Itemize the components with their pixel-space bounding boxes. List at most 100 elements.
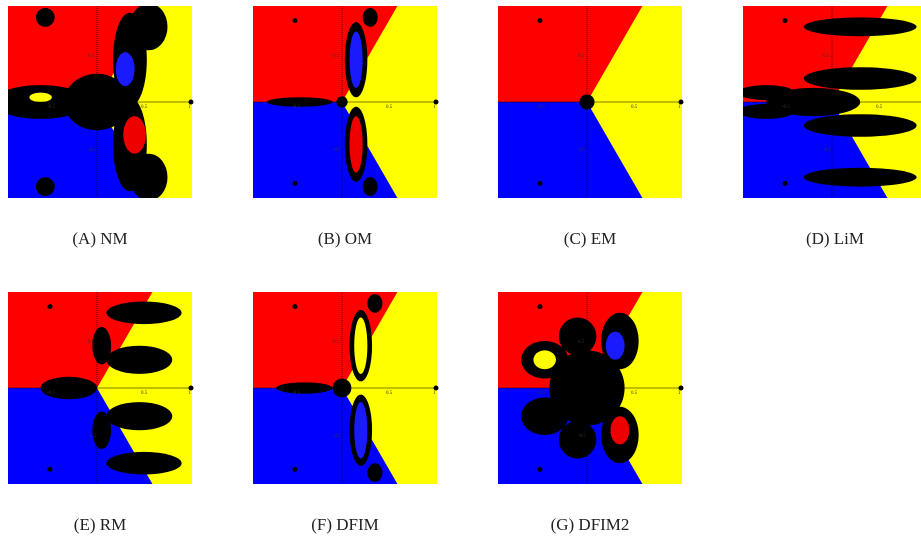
basin-blob — [129, 153, 168, 198]
basin-blob — [743, 85, 795, 101]
basin-blob — [533, 350, 556, 370]
plot — [743, 6, 921, 198]
y-tick-label: 0.5 — [578, 54, 585, 59]
basin-blob — [605, 331, 625, 360]
basin-blob — [35, 8, 55, 27]
plot — [8, 6, 192, 198]
x-tick-label: -0.5 — [537, 105, 545, 110]
caption: (C) EM — [564, 229, 616, 248]
basin-blob — [92, 411, 112, 450]
plot — [8, 292, 192, 484]
basin-blob — [362, 8, 378, 27]
y-tick-label: -0.5 — [88, 434, 96, 439]
basin-blob — [367, 463, 383, 482]
basin-blob — [367, 294, 383, 313]
x-tick-label: 1 — [433, 391, 436, 396]
root-dot — [537, 466, 543, 472]
x-tick-label: -0.5 — [782, 105, 790, 110]
basin-blob — [362, 177, 378, 197]
basin-blob — [803, 67, 917, 90]
root-dot — [537, 304, 543, 310]
root-dot — [782, 18, 788, 24]
panel: -0.50.510.5-0.5 — [743, 6, 921, 198]
plot — [253, 292, 437, 484]
y-tick-label: -0.5 — [578, 148, 586, 153]
x-tick-label: 0.5 — [386, 391, 393, 396]
x-tick-label: 0.5 — [386, 105, 393, 110]
x-tick-label: 1 — [188, 105, 191, 110]
root-dot — [188, 99, 194, 105]
x-tick-label: 0.5 — [631, 105, 638, 110]
plot — [498, 6, 682, 198]
basin-red — [8, 6, 153, 102]
root-dot — [292, 180, 298, 186]
y-tick-label: 0.5 — [578, 340, 585, 345]
basin-blob — [349, 116, 363, 173]
root-dot — [47, 18, 53, 24]
basin-blob — [106, 402, 173, 431]
basin-blob — [106, 345, 173, 374]
root-dot — [47, 180, 53, 186]
x-tick-label: 0.5 — [141, 105, 148, 110]
root-dot — [47, 304, 53, 310]
x-tick-label: 1 — [678, 391, 681, 396]
basin-blue — [498, 102, 643, 198]
basin-blob — [115, 52, 135, 87]
basin-blob — [35, 177, 55, 197]
y-tick-label: -0.5 — [823, 148, 831, 153]
root-dot — [678, 385, 684, 391]
caption: (A) NM — [72, 229, 127, 248]
basin-blob — [354, 317, 368, 374]
y-tick-label: 0.5 — [823, 54, 830, 59]
x-tick-label: -0.5 — [537, 391, 545, 396]
panel: -0.5 0.5 1 0.5 -0.5 — [498, 6, 684, 198]
root-dot — [188, 385, 194, 391]
y-tick-label: 0.5 — [333, 54, 340, 59]
basin-blob — [521, 397, 569, 435]
basin-blob — [803, 167, 917, 187]
panel: -0.5 0.5 1 0.5 -0.5 — [498, 292, 684, 484]
x-tick-label: 0.5 — [141, 391, 148, 396]
x-tick-label: 1 — [433, 105, 436, 110]
caption: (B) OM — [318, 229, 372, 248]
y-tick-label: -0.5 — [578, 434, 586, 439]
x-tick-label: 0.5 — [631, 391, 638, 396]
y-tick-label: 0.5 — [88, 54, 95, 59]
basin-blob — [129, 6, 168, 51]
y-tick-label: -0.5 — [88, 148, 96, 153]
x-tick-label: -0.5 — [292, 391, 300, 396]
root-dot — [47, 466, 53, 472]
basin-blob — [123, 116, 146, 154]
basin-blob — [106, 301, 182, 325]
x-tick-label: -0.5 — [47, 391, 55, 396]
y-tick-label: 0.5 — [333, 340, 340, 345]
caption: (E) RM — [74, 515, 126, 534]
basin-red — [498, 6, 643, 102]
root-dot — [433, 99, 439, 105]
basin-blob — [92, 326, 112, 365]
x-tick-label: -0.5 — [292, 105, 300, 110]
root-dot — [678, 99, 684, 105]
basin-blob — [106, 451, 182, 475]
basin-blob — [349, 31, 363, 88]
root-dot — [537, 180, 543, 186]
root-dot — [782, 180, 788, 186]
basin-blob — [610, 416, 630, 445]
x-tick-label: 1 — [678, 105, 681, 110]
x-tick-label: 0.5 — [876, 105, 883, 110]
root-dot — [292, 304, 298, 310]
root-dot — [292, 466, 298, 472]
basin-blob — [29, 92, 52, 103]
y-tick-label: 0.5 — [88, 340, 95, 345]
basin-blob — [354, 402, 368, 459]
root-dot — [537, 18, 543, 24]
x-tick-label: 1 — [188, 391, 191, 396]
basin-blob — [803, 17, 917, 37]
basin-blob — [558, 317, 597, 356]
y-tick-label: -0.5 — [333, 434, 341, 439]
basin-blob — [743, 103, 795, 119]
